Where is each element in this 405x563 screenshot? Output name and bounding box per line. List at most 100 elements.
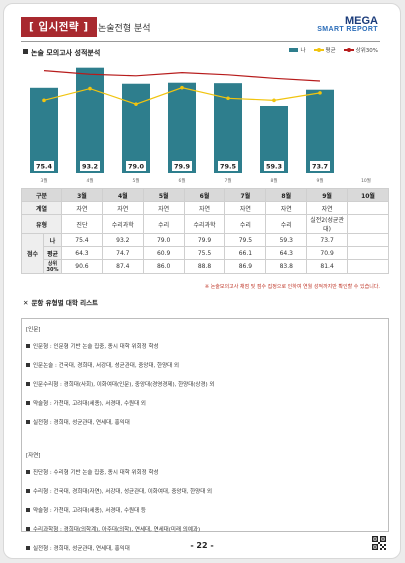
square-bullet-icon	[26, 470, 30, 474]
table-cell: 수리과학	[101, 214, 144, 234]
x-tick-label: 4월	[86, 177, 93, 184]
x-tick-label: 8월	[270, 177, 277, 184]
table-header-cell: 6월	[183, 188, 226, 202]
x-tick-label: 5월	[132, 177, 139, 184]
bar-label-bg	[80, 161, 100, 171]
square-bullet-icon	[26, 420, 30, 424]
row-label-type: 유형	[20, 214, 63, 234]
x-tick-label: 7월	[224, 177, 231, 184]
legend-line-swatch-top30	[343, 47, 354, 52]
table-header-row: 구분 3월 4월 5월 6월 7월 8월 9월 10월	[20, 188, 389, 202]
series-point-avg	[272, 98, 276, 103]
table-cell: 83.8	[265, 259, 308, 274]
series-point-avg	[134, 102, 138, 106]
series-line-top30	[43, 70, 321, 82]
bar-label-bg	[218, 161, 238, 171]
table-header-cell: 7월	[224, 188, 267, 202]
legend-label-top30: 상위30%	[355, 48, 378, 54]
group-label: [자연]	[26, 453, 41, 459]
row-label-score: 점수	[21, 233, 44, 274]
section-badge: [ 입시전략 ]	[21, 17, 97, 37]
list-item: 수리형 : 건국대, 경희대(자연), 서강대, 성균관대, 이화여대, 중앙대…	[26, 487, 212, 495]
score-table: 구분 3월 4월 5월 6월 7월 8월 9월 10월 계열 자연 자연 자연 자연 자연 자연 자연 유…	[20, 188, 389, 274]
list-item: 수리과학형 : 경희대(의학계), 아주대(의학), 연세대, 연세대(미래 의…	[26, 525, 200, 533]
table-cell: 86.0	[142, 259, 185, 274]
legend-item-me: 나	[289, 46, 306, 54]
x-tick-label: 10월	[361, 177, 371, 184]
table-cell: 수리	[224, 214, 267, 234]
x-tick-label: 9월	[316, 177, 323, 184]
brand-logo-smart-report: SMART REPORT	[317, 26, 378, 33]
legend-item-top30: 상위30%	[343, 46, 378, 54]
square-bullet-icon	[26, 489, 30, 493]
table-cell: 자연	[61, 201, 103, 215]
table-cell: 진단	[61, 214, 103, 234]
square-bullet-icon	[26, 401, 30, 405]
bar-label-bg	[126, 161, 146, 171]
table-header-cell: 4월	[101, 188, 144, 202]
qr-code-icon	[372, 536, 386, 550]
legend-bar-swatch	[289, 48, 299, 52]
list-item-text: 인문형 : 인문형 기반 논술 집중, 종시 대학 위회정 학성	[33, 344, 159, 350]
table-cell: 자연	[101, 201, 144, 215]
table-cell: 실전2(성균관대)	[306, 214, 349, 234]
legend-line-swatch-avg	[313, 47, 324, 52]
table-cell: 93.2	[101, 233, 144, 247]
bar-label-bg	[172, 161, 192, 171]
x-tick-label: 6월	[178, 177, 185, 184]
brand-logo-mega: MEGA	[345, 15, 378, 27]
legend-item-avg: 평균	[313, 46, 336, 54]
table-row-avg: 평균 64.3 74.7 60.9 75.5 66.1 64.3 70.9	[22, 246, 389, 260]
list-item: 실전형 : 경희대, 성균관대, 연세대, 홍익대	[26, 544, 130, 552]
table-cell: 73.7	[306, 233, 349, 247]
table-cell: 66.1	[224, 246, 267, 260]
table-header-cell: 9월	[306, 188, 349, 202]
bar-value-label: 79.9	[174, 163, 191, 171]
square-bullet-icon	[26, 344, 30, 348]
table-cell: 88.8	[183, 259, 226, 274]
bar-5월	[122, 83, 150, 173]
bar-label-bg	[34, 161, 54, 171]
table-cell: 79.0	[142, 233, 185, 247]
row-label-avg: 평균	[42, 246, 63, 260]
table-cell: 90.6	[61, 259, 103, 274]
types-section-title-text: 문항 유형별 대학 리스트	[31, 299, 99, 307]
table-cell	[347, 233, 389, 247]
table-cell: 75.4	[61, 233, 103, 247]
table-cell	[347, 201, 389, 215]
series-point-avg	[318, 91, 322, 95]
list-item: 약술형 : 가천대, 고려대(세종), 서경대, 수원대 외	[26, 399, 146, 407]
table-header-cell: 3월	[61, 188, 103, 202]
table-row-series: 계열 자연 자연 자연 자연 자연 자연 자연	[20, 201, 389, 215]
list-item: 인문논술 : 건국대, 경희대, 서강대, 성균관대, 중앙대, 한양대 외	[26, 361, 179, 369]
list-item-text: 인문논술 : 건국대, 경희대, 서강대, 성균관대, 중앙대, 한양대 외	[33, 363, 180, 369]
bar-6월	[168, 82, 196, 173]
table-cell: 수리과학	[183, 214, 226, 234]
list-item-text: 실전형 : 경희대, 성균관대, 연세대, 홍익대	[33, 546, 130, 552]
table-row-top30: 상위30% 90.6 87.4 86.0 88.8 86.9 83.8 81.4	[22, 259, 389, 274]
row-label-me: 나	[42, 233, 63, 247]
series-point-avg	[42, 98, 46, 103]
table-cell: 75.5	[183, 246, 226, 260]
list-item: 인문수리형 : 경희대(사회), 이화여대(인문), 중앙대(경영경제), 한양…	[26, 380, 215, 388]
table-header-cell: 8월	[265, 188, 308, 202]
university-list-box: [인문] 인문형 : 인문형 기반 논술 집중, 종시 대학 위회정 학성 인문논술…	[21, 318, 389, 552]
list-item-text: 약술형 : 가천대, 고려대(세종), 서경대, 수원대 등	[33, 508, 146, 514]
bar-value-label: 73.7	[312, 163, 328, 171]
list-item: 약술형 : 가천대, 고려대(세종), 서경대, 수원대 등	[26, 506, 146, 514]
square-bullet-icon	[26, 527, 30, 531]
table-cell: 87.4	[101, 259, 144, 274]
bar-label-bg	[310, 161, 330, 171]
table-cell: 81.4	[306, 259, 349, 274]
list-item-text: 인문수리형 : 경희대(사회), 이화여대(인문), 중앙대(경영경제), 한양…	[33, 382, 215, 388]
table-cell: 79.5	[224, 233, 267, 247]
page-number: - 22 -	[190, 541, 214, 550]
chart-section-title-text: 논술 모의고사 성적분석	[31, 49, 101, 57]
table-cell: 74.7	[101, 246, 144, 260]
series-point-avg	[88, 86, 92, 91]
table-cell: 수리	[265, 214, 308, 234]
table-cell: 64.3	[61, 246, 103, 260]
bar-value-label: 59.3	[266, 163, 282, 171]
table-header-cell: 10월	[347, 188, 389, 202]
bar-value-label: 75.4	[36, 163, 53, 171]
